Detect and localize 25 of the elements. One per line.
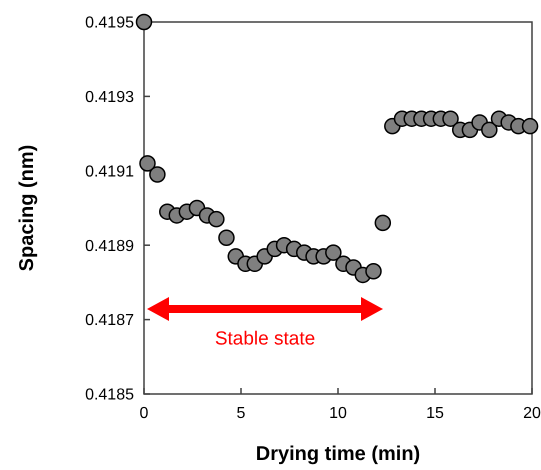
point — [136, 14, 152, 30]
point — [522, 118, 538, 134]
x-tick-label: 5 — [236, 405, 246, 422]
point — [149, 166, 166, 183]
y-tick-label: 0.4187 — [85, 312, 134, 330]
x-tick-label: 0 — [140, 405, 149, 422]
point — [365, 263, 382, 280]
point — [442, 110, 459, 127]
point — [325, 244, 342, 261]
point — [208, 210, 225, 228]
point — [139, 155, 156, 172]
x-tick-label: 10 — [329, 405, 347, 422]
y-tick-label: 0.4195 — [85, 14, 134, 32]
x-tick-label: 15 — [426, 405, 444, 422]
x-axis-title: Drying time (min) — [256, 443, 420, 465]
y-tick-label: 0.4191 — [85, 163, 134, 180]
point — [374, 214, 392, 232]
point — [481, 122, 498, 138]
annotation: Stable state — [214, 328, 316, 350]
y-tick-label: 0.4193 — [85, 89, 134, 106]
y-axis-title: Spacing (nm) — [16, 144, 38, 272]
y-tick-label: 0.4189 — [85, 238, 134, 255]
y-tick-label: 0.4185 — [85, 386, 134, 404]
point — [218, 230, 235, 246]
x-tick-label: 20 — [523, 405, 541, 422]
